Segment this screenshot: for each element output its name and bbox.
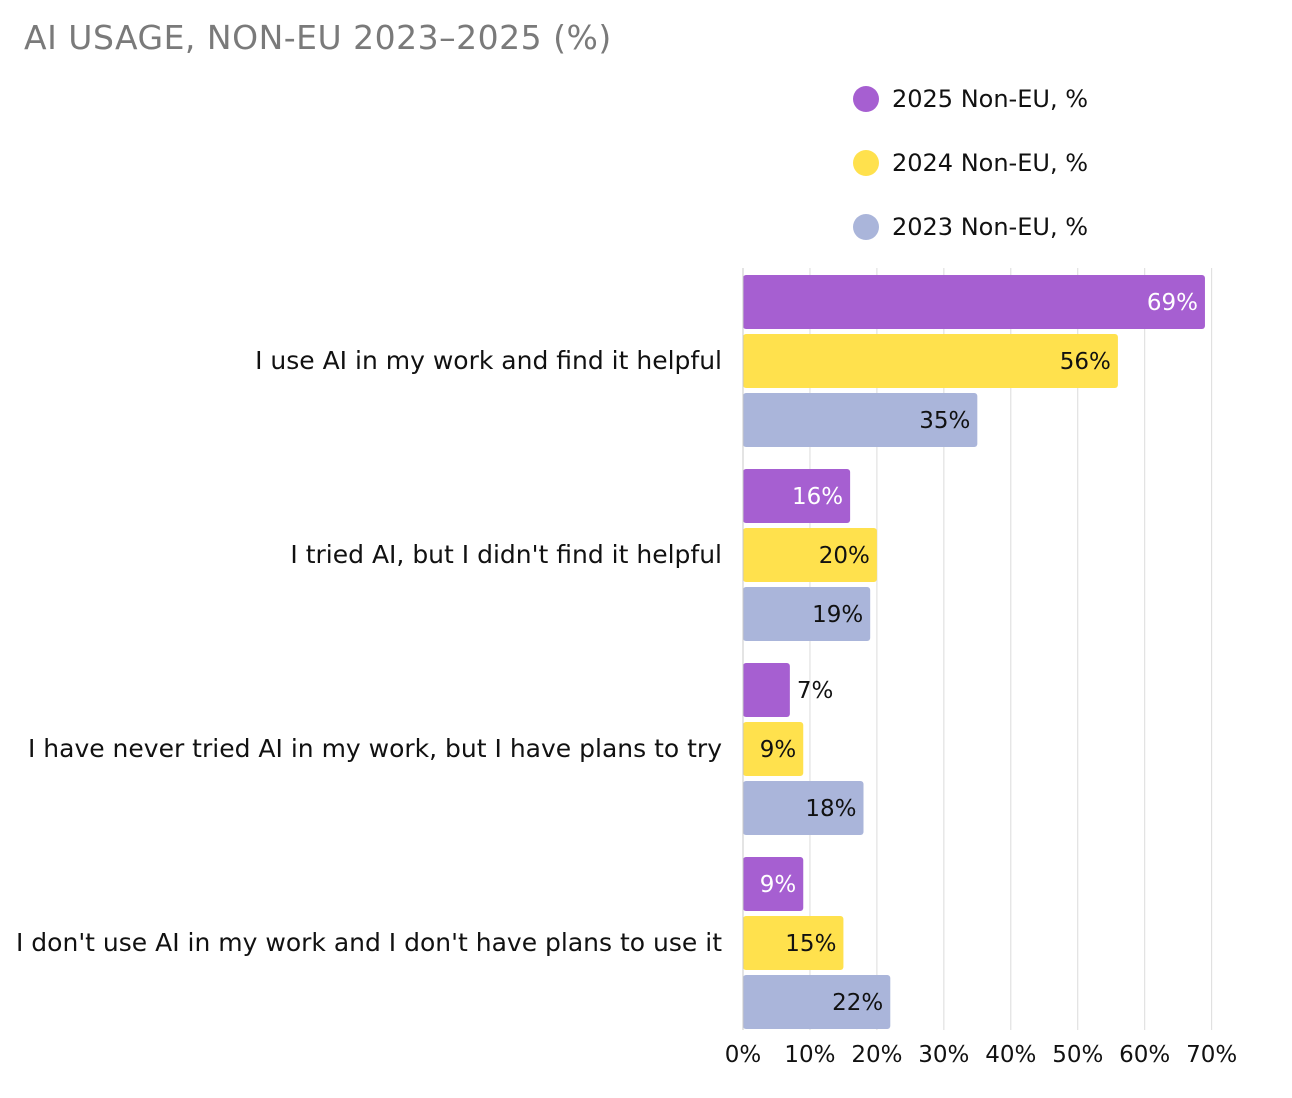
bar [743, 975, 891, 1029]
data-label: 7% [797, 678, 834, 704]
data-label: 15% [785, 931, 836, 957]
bar [743, 722, 804, 776]
category-label: I have never tried AI in my work, but I … [28, 734, 722, 763]
data-label: 9% [760, 737, 797, 763]
bar [743, 275, 1205, 329]
bar [743, 663, 790, 717]
bar [743, 857, 804, 911]
bar [743, 334, 1118, 388]
x-tick-label: 50% [1052, 1042, 1103, 1068]
x-tick-label: 60% [1119, 1042, 1170, 1068]
category-label: I tried AI, but I didn't find it helpful [290, 540, 722, 569]
x-tick-label: 20% [851, 1042, 902, 1068]
data-label: 56% [1060, 349, 1111, 375]
legend-label: 2023 Non-EU, % [892, 213, 1088, 241]
x-tick-label: 70% [1186, 1042, 1237, 1068]
data-label: 18% [805, 796, 856, 822]
x-tick-label: 0% [725, 1042, 762, 1068]
x-tick-label: 10% [784, 1042, 835, 1068]
x-tick-label: 40% [985, 1042, 1036, 1068]
bar [743, 528, 877, 582]
legend-marker [853, 214, 879, 240]
x-tick-label: 30% [918, 1042, 969, 1068]
data-label: 22% [832, 990, 883, 1016]
legend-label: 2024 Non-EU, % [892, 149, 1088, 177]
legend-marker [853, 86, 879, 112]
bar [743, 781, 864, 835]
bar [743, 469, 851, 523]
data-label: 20% [819, 543, 870, 569]
category-label: I don't use AI in my work and I don't ha… [16, 928, 722, 957]
data-label: 19% [812, 602, 863, 628]
data-label: 9% [760, 872, 797, 898]
bar [743, 916, 844, 970]
legend-marker [853, 150, 879, 176]
bar [743, 587, 871, 641]
chart-title: AI USAGE, NON-EU 2023–2025 (%) [24, 18, 612, 57]
data-label: 16% [792, 484, 843, 510]
data-label: 35% [919, 408, 970, 434]
bar [743, 393, 978, 447]
category-label: I use AI in my work and find it helpful [255, 346, 722, 375]
legend-label: 2025 Non-EU, % [892, 85, 1088, 113]
data-label: 69% [1147, 290, 1198, 316]
